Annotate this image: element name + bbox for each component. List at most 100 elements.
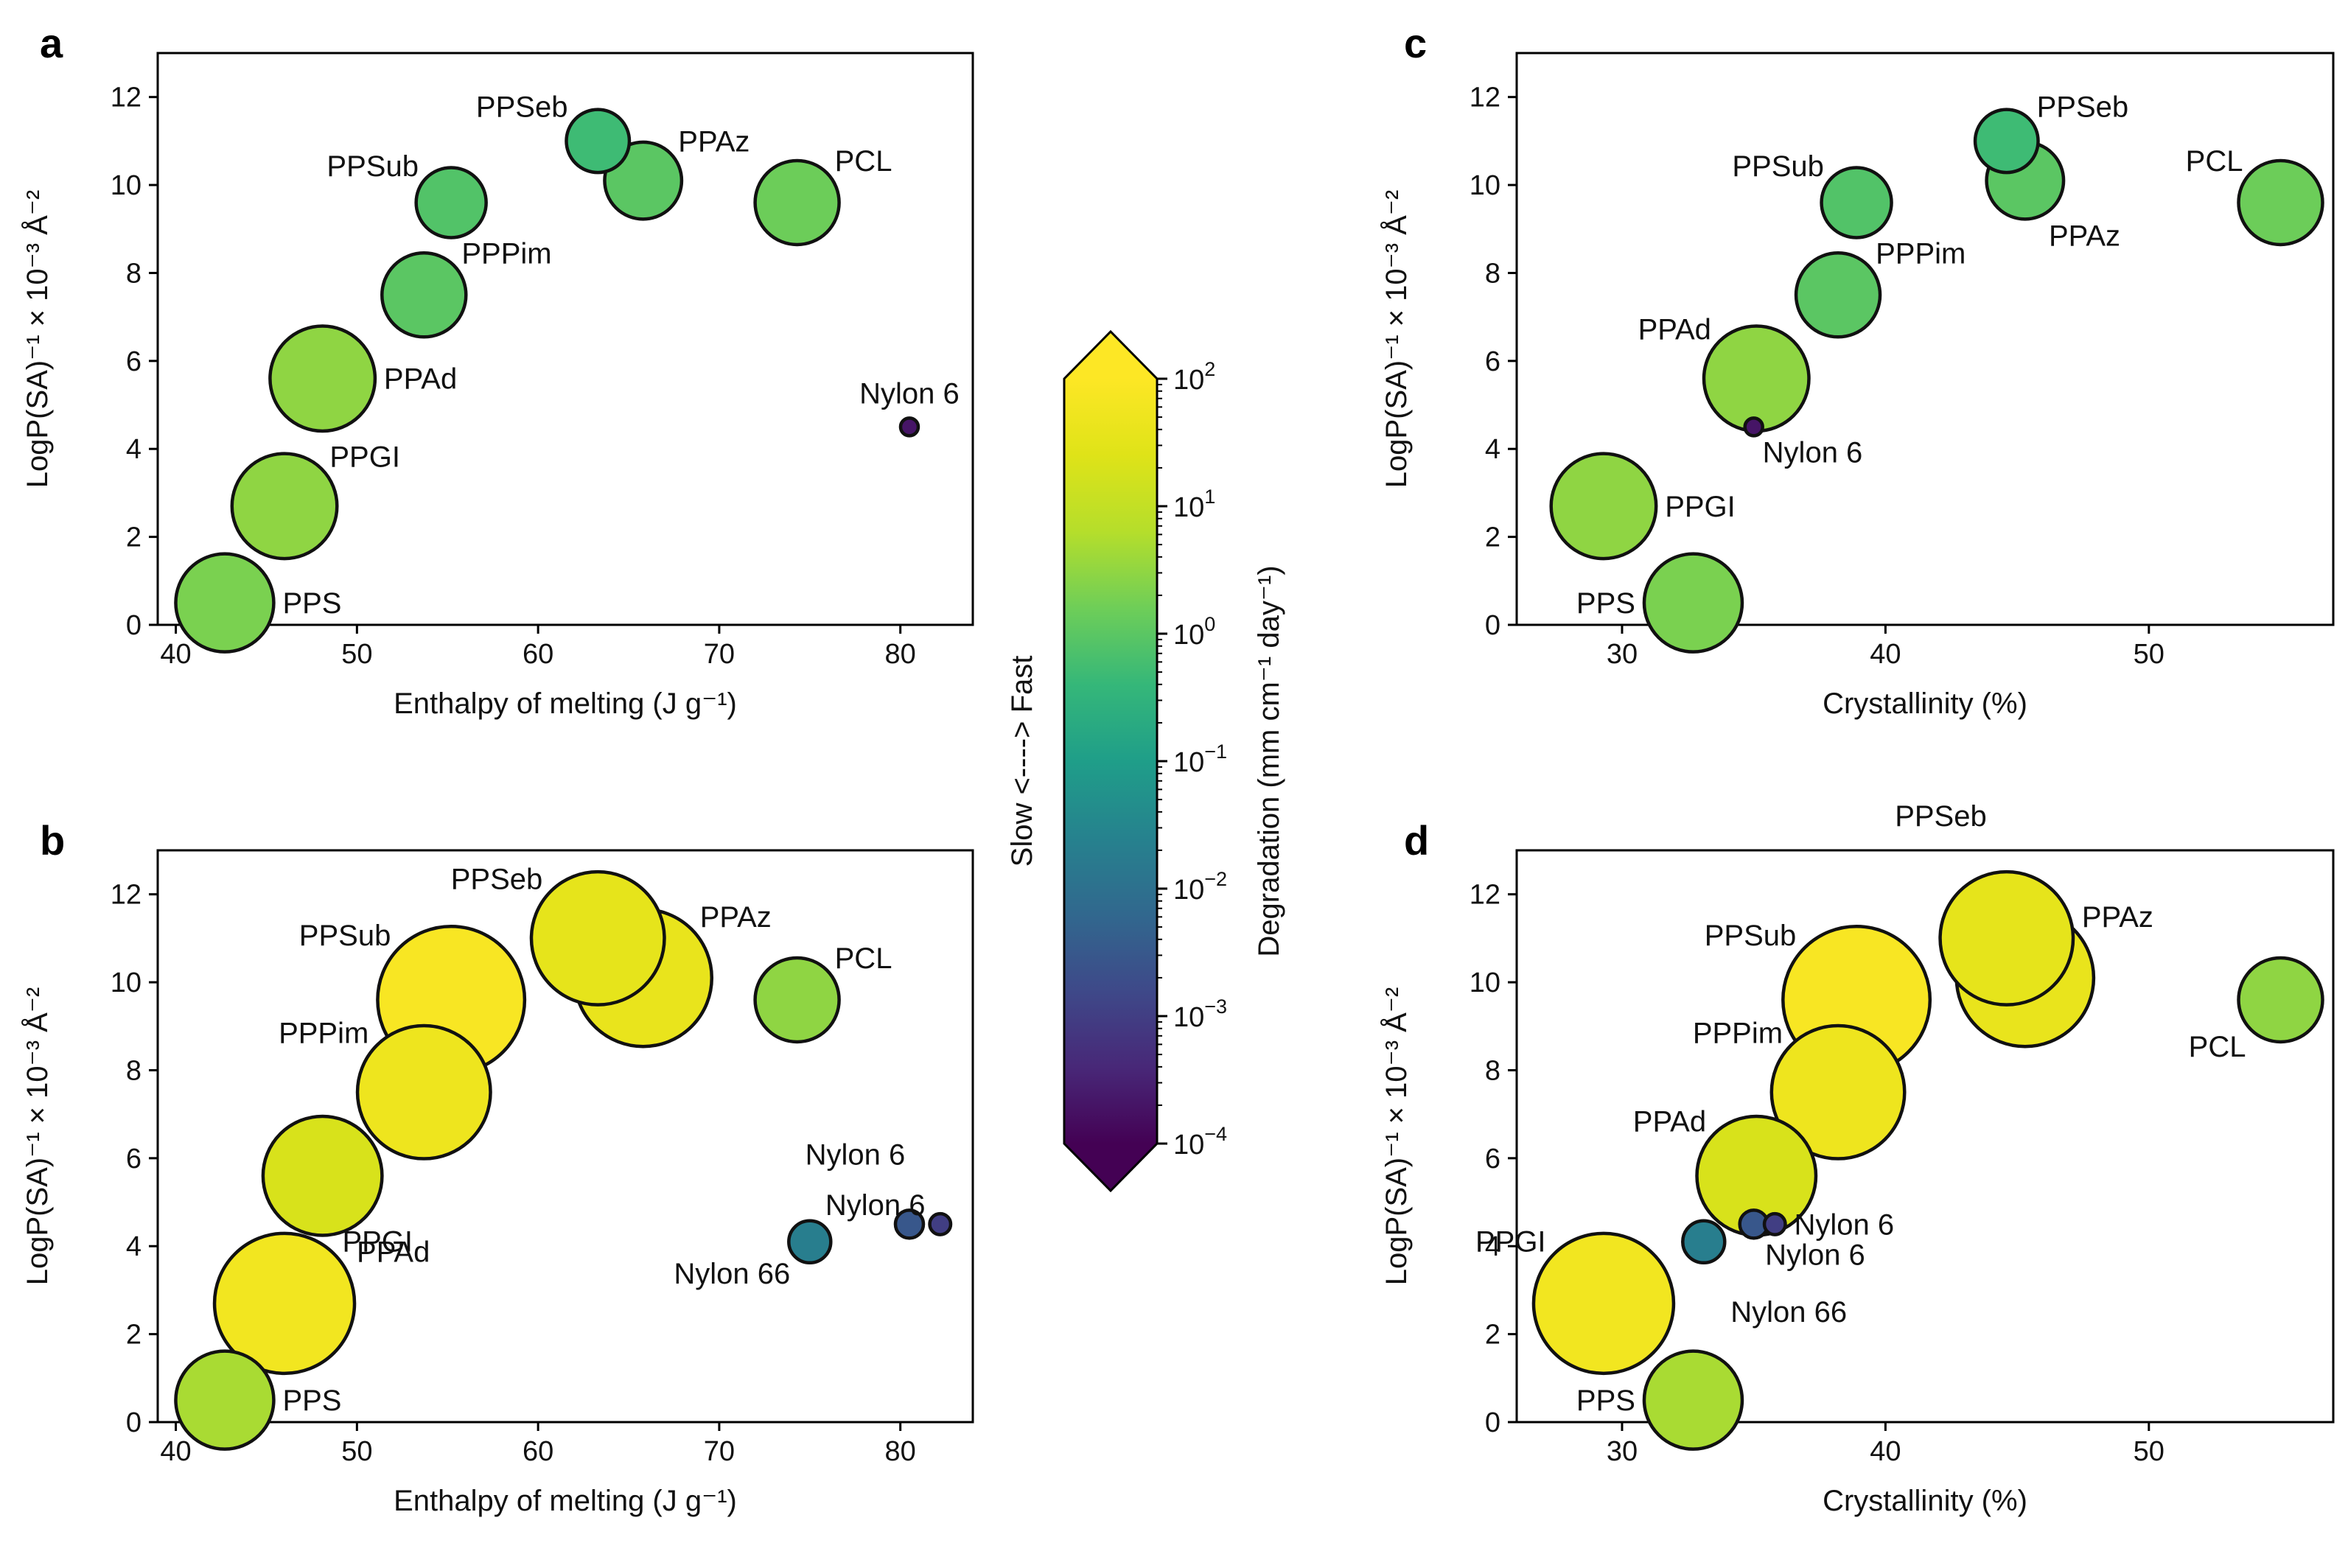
colorbar-tick-label: 10−4 [1173, 1123, 1227, 1161]
point-label: PPAd [1633, 1106, 1706, 1138]
data-point-pppim [1794, 251, 1882, 339]
y-tick-label: 4 [1485, 1231, 1500, 1262]
point-label: PCL [2189, 1031, 2246, 1063]
y-tick-label: 10 [1470, 967, 1500, 998]
point-label: PPPim [1876, 237, 1966, 270]
y-tick-label: 0 [126, 610, 141, 641]
x-tick-label: 60 [523, 639, 553, 670]
x-axis-title: Crystallinity (%) [1823, 687, 2027, 720]
point-label: Nylon 6 [1763, 436, 1863, 469]
y-tick-label: 8 [126, 258, 141, 289]
y-tick-label: 12 [1470, 880, 1500, 911]
y-tick-label: 6 [1485, 346, 1500, 377]
x-tick-label: 30 [1607, 639, 1638, 670]
data-point-nylon-66 [1681, 1219, 1727, 1265]
point-label: PCL [835, 145, 892, 178]
y-tick-label: 12 [1470, 83, 1500, 113]
data-point-pcl [2237, 956, 2324, 1044]
data-point-ppseb [1973, 108, 2040, 175]
y-axis-title: LogP(SA)⁻¹ × 10⁻³ Å⁻² [1380, 987, 1413, 1286]
plot-frame [156, 52, 974, 626]
point-label: PPSub [1732, 150, 1824, 183]
y-tick-label: 4 [1485, 434, 1500, 465]
point-label: PPAz [2049, 220, 2120, 252]
colorbar: 102 101 100 10−1 10−2 10−3 10−4 Slow <----> Fas… [1006, 329, 1285, 1193]
data-point-ppad [1702, 324, 1811, 433]
x-axis-title: Enthalpy of melting (J g⁻¹) [394, 687, 737, 720]
data-point-nylon-6 [898, 416, 920, 438]
y-tick-label: 12 [111, 83, 141, 113]
data-point-nylon-6 [1743, 416, 1764, 438]
x-axis-title: Crystallinity (%) [1823, 1485, 2027, 1517]
y-tick-label: 0 [1485, 1407, 1500, 1438]
y-tick-label: 8 [1485, 258, 1500, 289]
x-tick-label: 40 [1870, 1436, 1901, 1467]
y-tick-label: 2 [126, 1320, 141, 1351]
data-point-ppgi [1531, 1231, 1676, 1376]
point-label: Nylon 6 [806, 1138, 906, 1171]
data-point-ppsub [414, 166, 488, 239]
y-tick-label: 6 [126, 1144, 141, 1175]
point-label: PPPim [461, 237, 551, 270]
data-point-pcl [753, 956, 841, 1044]
colorbar-gradient [1064, 379, 1157, 1144]
point-label: PPSeb [2037, 91, 2129, 124]
panel-a: a 40 50 60 70 80 0 2 4 6 8 10 12 Enthalpy of melting … [21, 20, 974, 720]
point-label: PPGI [1665, 491, 1736, 523]
point-label: PPSub [326, 150, 419, 183]
data-point-pppim [1769, 1023, 1907, 1161]
point-label: PPAz [700, 901, 772, 934]
data-point-ppseb [565, 108, 632, 175]
data-point-nylon-6 [928, 1211, 953, 1236]
point-label: PPSub [1705, 920, 1797, 952]
data-point-ppad [261, 1114, 384, 1237]
y-axis-title: LogP(SA)⁻¹ × 10⁻³ Å⁻² [21, 190, 54, 489]
point-label: PPSub [299, 920, 391, 952]
point-label: PCL [2186, 145, 2243, 178]
point-label: PPAz [2082, 901, 2153, 934]
point-label: Nylon 6 [1795, 1208, 1895, 1241]
point-label: PPSeb [476, 91, 568, 124]
point-label: PCL [835, 942, 892, 975]
colorbar-side-label: Slow <----> Fast [1006, 656, 1038, 867]
colorbar-tick-label: 10−2 [1173, 868, 1227, 906]
point-label: PPPim [279, 1017, 368, 1049]
data-point-pppim [380, 251, 468, 339]
data-point-ppgi [1549, 452, 1658, 561]
panel-c: c 30 40 50 0 2 4 6 8 10 12 Crystallinity (%) LogP(SA… [1380, 20, 2335, 720]
x-tick-label: 60 [523, 1436, 553, 1467]
data-point-pps [174, 552, 276, 654]
panel-d: d 30 40 50 0 2 4 6 8 10 12 Crystallinity (%) LogP(SA… [1380, 800, 2335, 1517]
point-label: PPAz [678, 125, 750, 158]
y-tick-label: 8 [126, 1055, 141, 1086]
x-tick-label: 40 [160, 1436, 191, 1467]
y-axis-title: LogP(SA)⁻¹ × 10⁻³ Å⁻² [21, 987, 54, 1286]
colorbar-tick-label: 102 [1173, 358, 1215, 396]
point-label: PPAd [384, 363, 457, 396]
y-axis-title: LogP(SA)⁻¹ × 10⁻³ Å⁻² [1380, 190, 1413, 489]
x-tick-label: 80 [885, 639, 916, 670]
point-label: Nylon 6 [1765, 1239, 1865, 1271]
y-tick-label: 6 [126, 346, 141, 377]
data-point-pcl [2237, 158, 2324, 247]
panel-letter-d: d [1404, 817, 1429, 864]
data-point-ppsub [1820, 166, 1893, 239]
colorbar-extend-top [1064, 332, 1157, 379]
point-label: PPGI [342, 1225, 413, 1258]
colorbar-title: Degradation (mm cm⁻¹ day⁻¹) [1253, 565, 1285, 956]
plot-frame [156, 849, 974, 1424]
data-point-ppgi [230, 452, 339, 561]
plot-frame [1515, 52, 2335, 626]
panel-b: b 40 50 60 70 80 0 2 4 6 8 10 12 Enthalpy of melting … [21, 817, 974, 1517]
y-tick-label: 2 [1485, 1320, 1500, 1351]
point-label: PPS [1576, 1385, 1635, 1417]
data-point-nylon-6 [893, 1208, 926, 1240]
point-label: Nylon 6 [859, 377, 960, 410]
x-tick-label: 40 [160, 639, 191, 670]
panel-letter-a: a [40, 20, 63, 66]
point-label: PPAd [1638, 313, 1711, 346]
data-point-ppseb [529, 869, 666, 1007]
point-label: PPSeb [1895, 800, 1987, 833]
colorbar-tick-label: 100 [1173, 613, 1215, 651]
